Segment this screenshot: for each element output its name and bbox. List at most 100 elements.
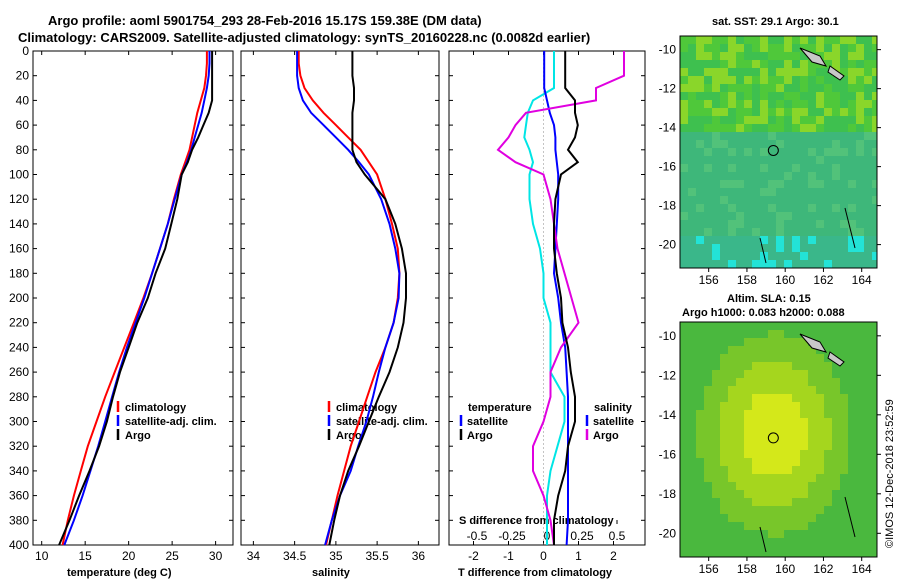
map-cell [744, 538, 752, 546]
x-tick-label: 30 [209, 549, 223, 563]
map-cell [840, 354, 848, 362]
map-cell [696, 402, 704, 410]
map-cell [736, 482, 744, 490]
map-cell [728, 514, 736, 522]
map-cell [736, 498, 744, 506]
map-cell [792, 188, 800, 196]
map-cell [872, 36, 877, 44]
map-cell [712, 124, 720, 132]
y-tick-label: 100 [9, 168, 29, 182]
map-cell [728, 228, 736, 236]
map-cell [840, 188, 848, 196]
map-cell [840, 330, 848, 338]
map-cell [792, 482, 800, 490]
map-cell [744, 546, 752, 554]
map-cell [856, 530, 864, 538]
y-tick-label: 180 [9, 266, 29, 280]
map-cell [784, 164, 792, 172]
map-cell [688, 228, 696, 236]
map-cell [800, 322, 808, 330]
legend-climatology: climatology [336, 402, 398, 414]
map-cell [728, 338, 736, 346]
map-cell [768, 466, 776, 474]
map-cell [864, 220, 872, 228]
map-cell [736, 378, 744, 386]
map-cell [760, 442, 768, 450]
map-cell [856, 244, 864, 252]
map-cell [736, 530, 744, 538]
map-cell [840, 378, 848, 386]
map-cell [776, 370, 784, 378]
map-cell [760, 220, 768, 228]
map-cell [800, 244, 808, 252]
map-cell [776, 442, 784, 450]
map-cell [752, 124, 760, 132]
map-cell [728, 538, 736, 546]
map-cell [792, 514, 800, 522]
map-cell [784, 554, 792, 557]
map-cell [744, 386, 752, 394]
lat-tick-label: -10 [659, 43, 677, 57]
map-cell [824, 172, 832, 180]
map-cell [832, 458, 840, 466]
map-cell [840, 394, 848, 402]
map-cell [720, 156, 728, 164]
map-cell [712, 196, 720, 204]
map-cell [712, 76, 720, 84]
map-cell [720, 44, 728, 52]
map-cell [864, 522, 872, 530]
map-cell [696, 124, 704, 132]
map-cell [712, 172, 720, 180]
map-cell [840, 180, 848, 188]
map-cell [736, 490, 744, 498]
map-cell [792, 100, 800, 108]
map-cell [680, 68, 688, 76]
map-cell [776, 220, 784, 228]
map-cell [848, 196, 856, 204]
map-cell [728, 164, 736, 172]
map-cell [704, 346, 712, 354]
map-cell [808, 410, 816, 418]
lon-tick-label: 164 [852, 273, 872, 287]
map-cell [768, 164, 776, 172]
map-cell [736, 92, 744, 100]
map-cell [768, 346, 776, 354]
map-cell [728, 426, 736, 434]
map-cell [752, 354, 760, 362]
map-cell [704, 180, 712, 188]
map-cell [688, 418, 696, 426]
map-cell [728, 410, 736, 418]
map-cell [768, 482, 776, 490]
map-cell [832, 44, 840, 52]
map-cell [816, 92, 824, 100]
map-cell [792, 108, 800, 116]
map-cell [760, 140, 768, 148]
map-cell [864, 362, 872, 370]
map-cell [712, 402, 720, 410]
map-cell [872, 108, 877, 116]
map-cell [808, 188, 816, 196]
map-cell [696, 84, 704, 92]
map-cell [760, 466, 768, 474]
map-cell [848, 490, 856, 498]
map-cell [760, 108, 768, 116]
map-cell [800, 92, 808, 100]
map-cell [680, 506, 688, 514]
map-cell [680, 402, 688, 410]
map-cell [848, 530, 856, 538]
map-cell [712, 322, 720, 330]
map-cell [808, 164, 816, 172]
y-tick-label: 380 [9, 513, 29, 527]
panel-temperature: 0204060801001201401601802002202402602803… [9, 44, 234, 563]
map-cell [728, 474, 736, 482]
map-cell [872, 458, 877, 466]
map-cell [856, 458, 864, 466]
map-cell [744, 482, 752, 490]
map-cell [752, 498, 760, 506]
map-cell [784, 108, 792, 116]
map-cell [704, 188, 712, 196]
series-line-argo [58, 51, 214, 546]
map-cell [816, 84, 824, 92]
map-cell [792, 538, 800, 546]
map-cell [752, 188, 760, 196]
